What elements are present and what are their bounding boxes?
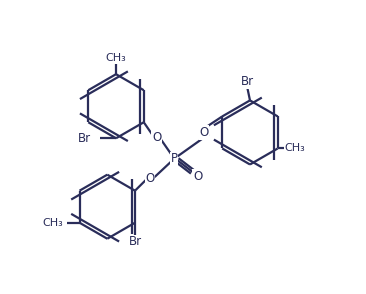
Text: O: O xyxy=(145,172,154,185)
Text: Br: Br xyxy=(240,75,254,88)
Text: O: O xyxy=(193,170,202,183)
Text: Br: Br xyxy=(128,235,142,248)
Text: P: P xyxy=(171,152,178,165)
Text: O: O xyxy=(152,131,161,144)
Text: CH₃: CH₃ xyxy=(284,143,305,153)
Text: Br: Br xyxy=(78,132,91,145)
Text: CH₃: CH₃ xyxy=(42,218,63,228)
Text: O: O xyxy=(199,126,209,139)
Text: CH₃: CH₃ xyxy=(106,53,126,63)
